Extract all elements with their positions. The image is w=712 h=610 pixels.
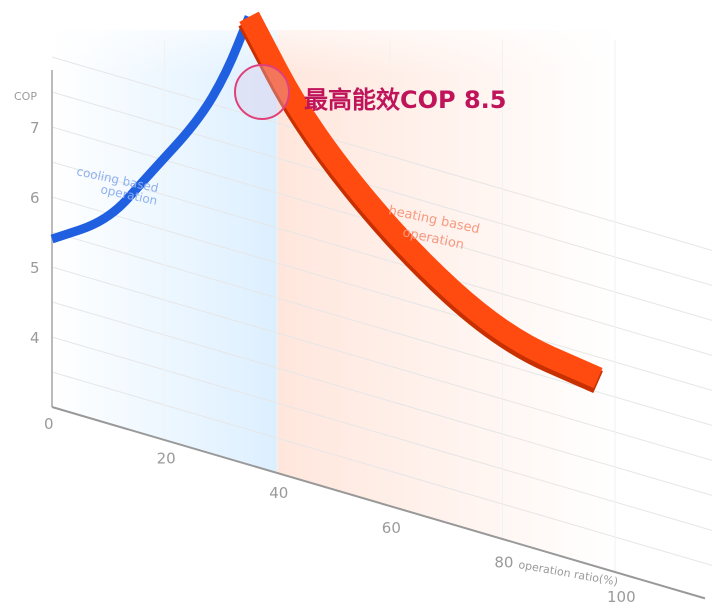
- region-fade: [0, 0, 712, 300]
- x-tick-label: 0: [44, 415, 54, 433]
- y-tick-label: 4: [30, 329, 40, 347]
- y-axis-label: COP: [14, 90, 37, 103]
- gridline-h: [51, 161, 712, 356]
- gridline-h: [51, 301, 712, 496]
- x-axis: [51, 406, 706, 600]
- y-tick-label: 6: [30, 189, 40, 207]
- y-tick-label: 7: [30, 119, 40, 137]
- peak-annotation: 最高能效COP 8.5: [304, 86, 506, 114]
- gridline-h: [51, 371, 712, 566]
- gridline-h: [51, 336, 712, 531]
- x-tick-label: 60: [382, 519, 401, 537]
- gridline-h: [51, 196, 712, 391]
- x-tick-label: 80: [494, 553, 513, 571]
- gridline-h: [51, 91, 712, 286]
- series-cooling-line: [50, 15, 254, 244]
- peak-highlight-circle: [234, 64, 290, 120]
- gridline-h: [51, 56, 712, 251]
- gridline-h: [51, 266, 712, 461]
- y-tick-label: 5: [30, 259, 40, 277]
- gridline-h: [51, 231, 712, 426]
- x-tick-label: 20: [157, 450, 176, 468]
- x-tick-label: 40: [269, 484, 288, 502]
- x-tick-label: 100: [607, 588, 636, 606]
